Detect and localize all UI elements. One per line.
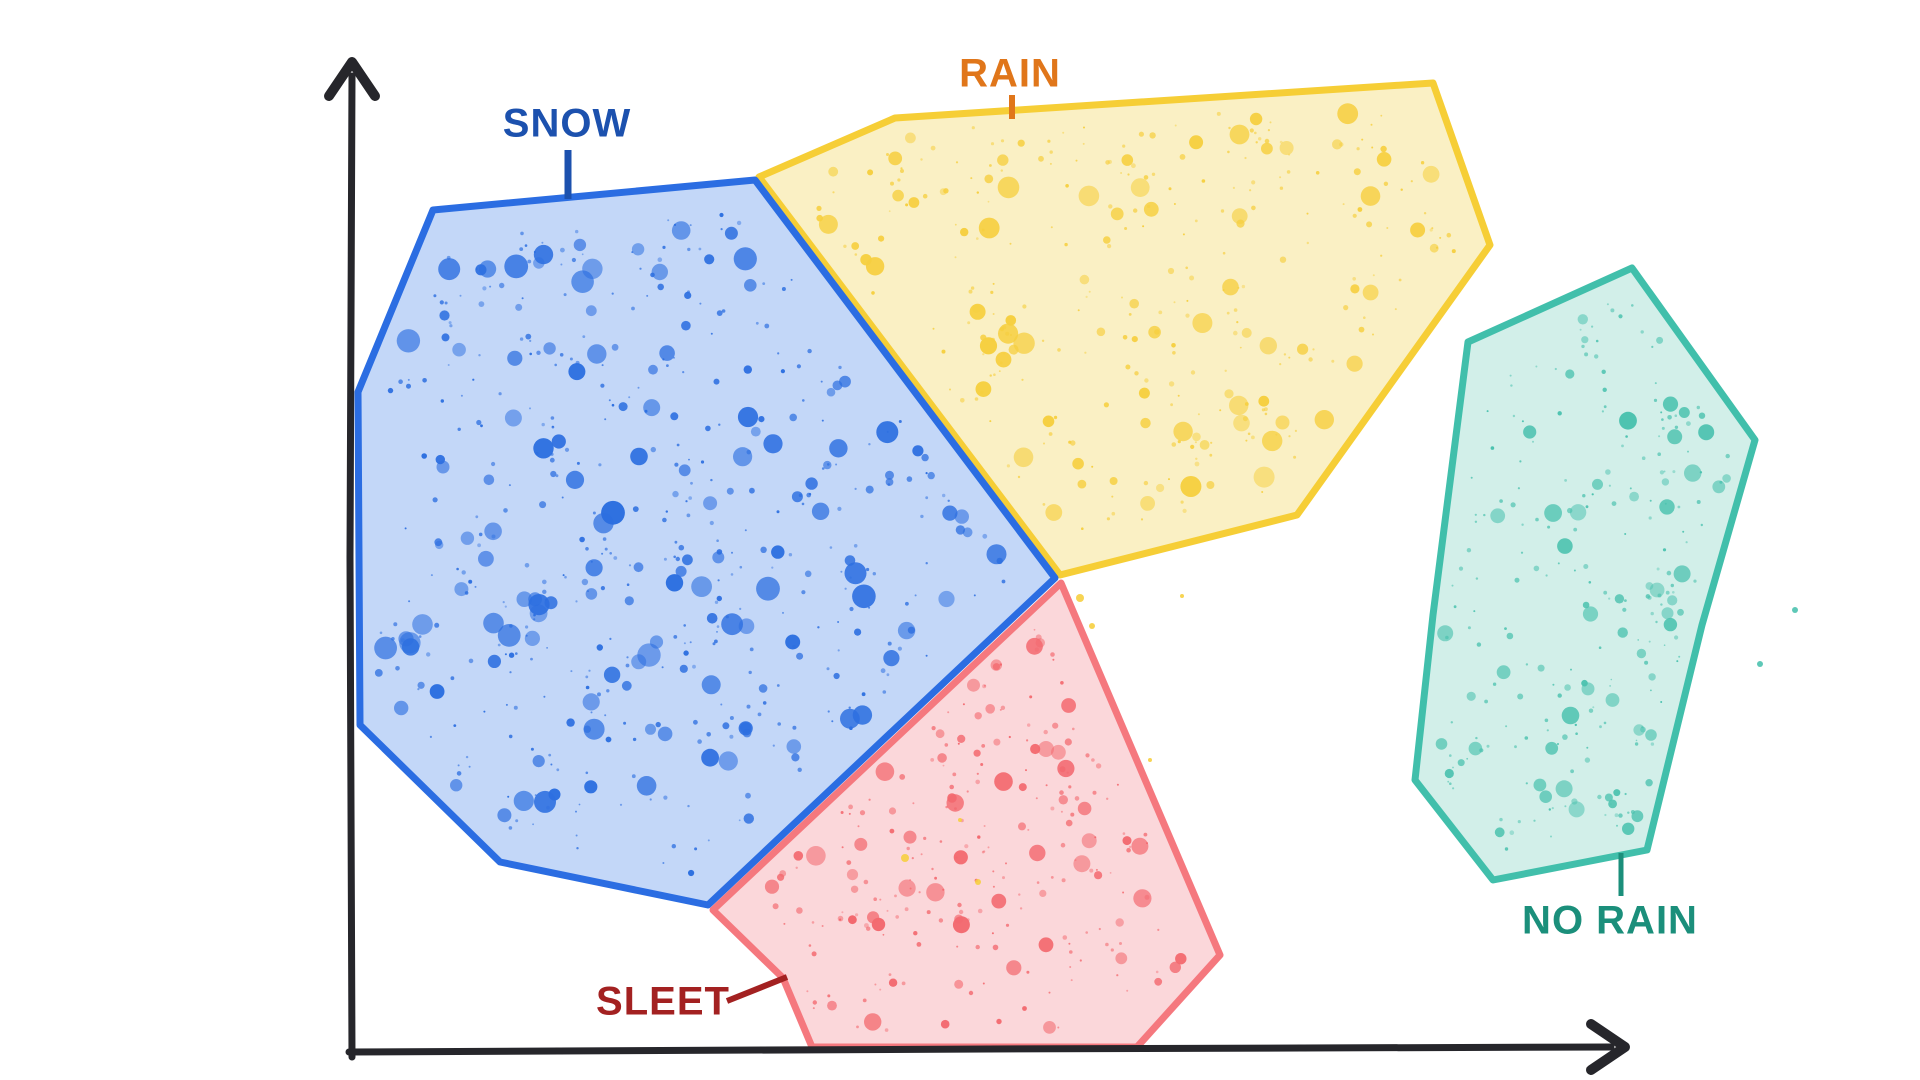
y-axis bbox=[346, 72, 356, 1061]
cluster-label-no-rain: NO RAIN bbox=[1522, 898, 1698, 943]
dots-sleet bbox=[764, 628, 1187, 1034]
dots-snow bbox=[374, 212, 1007, 877]
dots-rain bbox=[816, 103, 1456, 530]
x-axis bbox=[345, 1043, 1615, 1056]
stray-dots-0 bbox=[901, 594, 1184, 885]
region-snow bbox=[354, 176, 1059, 909]
x-axis-arrowhead bbox=[1586, 1019, 1630, 1075]
stray-dots-1 bbox=[1757, 607, 1798, 667]
cluster-label-rain: RAIN bbox=[959, 51, 1061, 96]
dots-norain bbox=[1435, 303, 1731, 851]
y-axis-arrowhead bbox=[324, 57, 380, 101]
label-tick-sleet bbox=[725, 974, 789, 1004]
region-norain bbox=[1411, 264, 1759, 884]
cluster-label-snow: SNOW bbox=[502, 101, 632, 146]
region-rain bbox=[755, 79, 1494, 579]
cluster-label-sleet: SLEET bbox=[596, 979, 730, 1024]
